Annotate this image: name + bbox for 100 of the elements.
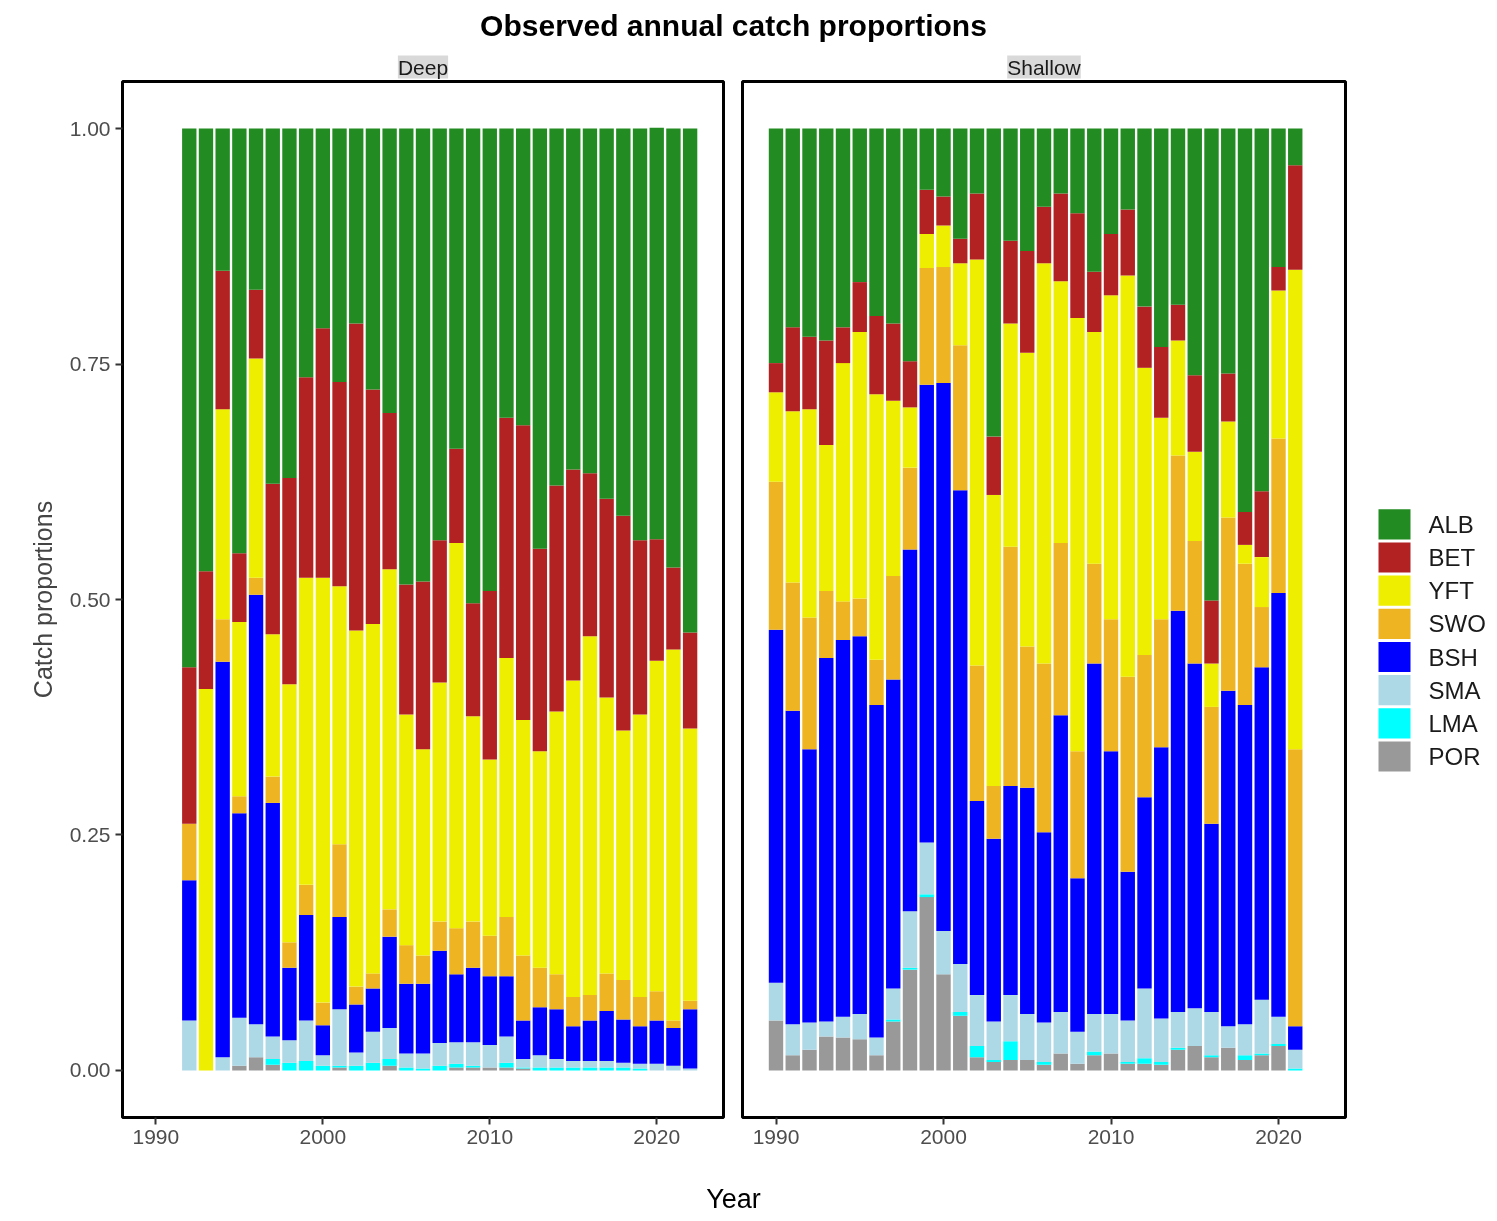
bar xyxy=(632,1063,648,1069)
bar xyxy=(482,591,497,760)
bar xyxy=(1254,128,1269,492)
bar xyxy=(298,1020,314,1061)
bar xyxy=(768,363,784,393)
bar xyxy=(532,548,548,752)
bar xyxy=(919,234,934,268)
bar xyxy=(986,1061,1001,1071)
bar xyxy=(1187,1045,1202,1071)
bar xyxy=(515,720,531,956)
bar xyxy=(549,711,564,975)
bar xyxy=(1187,1008,1202,1046)
bar xyxy=(265,802,280,1037)
bar xyxy=(632,1026,648,1064)
bar xyxy=(802,336,817,410)
bar xyxy=(1003,995,1018,1042)
bar xyxy=(852,1039,867,1071)
bar xyxy=(649,1020,664,1064)
bar xyxy=(616,1062,631,1068)
bar xyxy=(1020,787,1035,1014)
bar xyxy=(768,1020,784,1071)
bar xyxy=(482,935,497,977)
bar xyxy=(1070,317,1085,752)
bar xyxy=(515,425,531,721)
legend-label: LMA xyxy=(1428,709,1478,737)
bar xyxy=(365,988,381,1032)
bar xyxy=(1221,1047,1236,1071)
bar xyxy=(499,417,514,658)
bar xyxy=(919,267,934,385)
y-tick-label: 1.00 xyxy=(69,116,111,140)
bar xyxy=(315,328,331,578)
bar xyxy=(886,1021,901,1071)
bar xyxy=(969,259,985,666)
bar xyxy=(182,128,197,668)
bar xyxy=(315,577,331,1003)
bar xyxy=(1237,511,1253,545)
bar xyxy=(1204,1012,1219,1056)
bar xyxy=(1137,988,1152,1059)
bar xyxy=(298,577,314,885)
bar xyxy=(1087,563,1102,664)
bar xyxy=(1120,676,1135,872)
bar xyxy=(1036,832,1052,1023)
bar xyxy=(549,1009,564,1060)
bar xyxy=(515,1059,531,1068)
bar xyxy=(869,659,884,705)
bar xyxy=(1271,290,1286,439)
bar xyxy=(198,688,214,1071)
bar xyxy=(482,759,497,936)
bar xyxy=(1053,128,1068,194)
bar xyxy=(1053,193,1068,282)
bar xyxy=(1053,1012,1068,1054)
bar xyxy=(1237,128,1253,512)
bar xyxy=(232,553,247,623)
bar xyxy=(1120,871,1135,1021)
bar xyxy=(1087,663,1102,1014)
bar xyxy=(986,128,1001,437)
bar xyxy=(415,581,431,750)
bar xyxy=(349,1052,364,1066)
bar xyxy=(482,128,497,592)
bar xyxy=(1288,128,1303,166)
bar xyxy=(616,730,631,980)
bar xyxy=(582,995,598,1021)
bar xyxy=(1103,1053,1119,1071)
bar xyxy=(582,473,598,637)
bar xyxy=(785,327,800,412)
bar xyxy=(1103,751,1119,1014)
bar xyxy=(819,445,834,592)
bar xyxy=(902,969,918,1071)
bar xyxy=(869,704,884,1038)
bar xyxy=(682,728,698,1001)
bar xyxy=(515,1020,531,1060)
bar xyxy=(852,598,867,637)
bar xyxy=(232,1017,247,1066)
bar xyxy=(382,909,397,937)
bar xyxy=(1170,128,1186,305)
bar xyxy=(953,128,968,239)
bar xyxy=(1271,592,1286,1017)
bar xyxy=(1254,607,1269,668)
legend-label: BSH xyxy=(1428,643,1478,671)
bar xyxy=(399,945,414,984)
bar xyxy=(315,1025,331,1056)
bar xyxy=(819,128,834,341)
bar xyxy=(365,623,381,974)
bar xyxy=(282,684,297,943)
bar xyxy=(1020,1013,1035,1061)
bar xyxy=(919,189,934,235)
bar xyxy=(499,128,514,418)
bar xyxy=(802,1022,817,1050)
bar xyxy=(886,400,901,576)
bar xyxy=(232,128,247,554)
bar xyxy=(869,1037,884,1056)
bar xyxy=(248,289,264,359)
bar xyxy=(182,880,197,1021)
bar xyxy=(415,749,431,956)
x-tick-label: 2020 xyxy=(1255,1124,1302,1148)
bar xyxy=(616,515,631,731)
bar xyxy=(682,1000,698,1010)
bar xyxy=(566,1060,581,1068)
bar xyxy=(1137,128,1152,307)
bar xyxy=(399,128,414,585)
